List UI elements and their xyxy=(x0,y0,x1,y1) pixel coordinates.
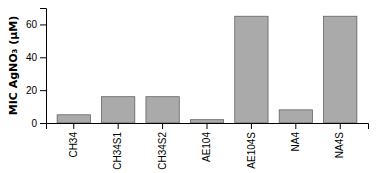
x-tick-label: CH34 xyxy=(68,132,79,158)
bar xyxy=(235,16,268,123)
y-axis-line xyxy=(40,9,47,124)
x-tick-label: AE104S xyxy=(246,132,257,169)
x-tick: CH34S2 xyxy=(157,123,168,170)
y-tick-label: 40 xyxy=(26,52,38,63)
bar xyxy=(146,97,179,123)
y-tick: 40 xyxy=(26,52,46,63)
x-tick-mark xyxy=(73,123,74,129)
x-axis: CH34 CH34S1 CH34S2 AE104 AE104S NA4 NA4S xyxy=(47,123,369,170)
x-tick: AE104 xyxy=(201,123,212,162)
bar xyxy=(324,16,357,123)
bars xyxy=(57,16,357,123)
x-tick-label: AE104 xyxy=(201,132,212,162)
y-tick-mark xyxy=(40,57,46,58)
x-tick-label: CH34S2 xyxy=(157,132,168,170)
x-tick: NA4 xyxy=(290,123,301,151)
y-tick-label: 0 xyxy=(31,118,37,129)
x-tick: CH34 xyxy=(68,123,79,158)
chart: CH34 CH34S1 CH34S2 AE104 AE104S NA4 NA4S 0 20 40 6… xyxy=(0,0,378,173)
bar xyxy=(279,110,312,123)
x-tick-mark xyxy=(295,123,296,129)
y-tick-label: 60 xyxy=(26,19,38,30)
x-tick-label: NA4 xyxy=(290,132,301,152)
x-tick-mark xyxy=(251,123,252,129)
plot: CH34 CH34S1 CH34S2 AE104 AE104S NA4 NA4S 0 20 40 6… xyxy=(26,9,369,170)
bar xyxy=(102,97,135,123)
x-tick-mark xyxy=(340,123,341,129)
x-tick-mark xyxy=(162,123,163,129)
x-tick-mark xyxy=(118,123,119,129)
x-tick: AE104S xyxy=(246,123,257,169)
x-tick-mark xyxy=(207,123,208,129)
y-tick-mark xyxy=(40,90,46,91)
bar xyxy=(190,120,223,123)
bar xyxy=(57,115,90,123)
x-tick-label: NA4S xyxy=(334,132,345,158)
y-axis: 0 20 40 60 xyxy=(26,9,47,129)
y-tick-mark xyxy=(40,123,46,124)
x-tick-label: CH34S1 xyxy=(112,132,123,170)
y-axis-title: MIC AgNO₃ (μM) xyxy=(7,16,20,116)
y-tick: 20 xyxy=(26,85,46,96)
x-tick: CH34S1 xyxy=(112,123,123,170)
x-axis-line xyxy=(47,124,369,130)
y-tick: 0 xyxy=(31,118,46,129)
y-tick-label: 20 xyxy=(26,85,38,96)
y-tick: 60 xyxy=(26,19,46,30)
x-tick: NA4S xyxy=(334,123,345,158)
y-tick-mark xyxy=(40,24,46,25)
